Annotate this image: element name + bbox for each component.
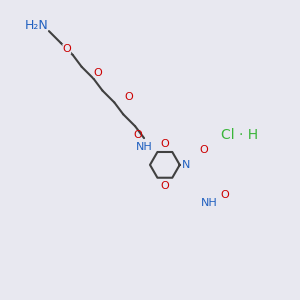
Text: NH: NH: [201, 199, 218, 208]
Text: O: O: [160, 181, 169, 191]
Text: N: N: [182, 160, 190, 170]
Text: O: O: [220, 190, 229, 200]
Text: H₂N: H₂N: [25, 19, 49, 32]
Text: O: O: [62, 44, 71, 54]
Text: O: O: [94, 68, 102, 78]
Text: O: O: [125, 92, 134, 101]
Text: Cl · H: Cl · H: [220, 128, 258, 142]
Text: O: O: [199, 145, 208, 155]
Text: O: O: [160, 139, 169, 149]
Text: O: O: [134, 130, 142, 140]
Text: NH: NH: [136, 142, 152, 152]
